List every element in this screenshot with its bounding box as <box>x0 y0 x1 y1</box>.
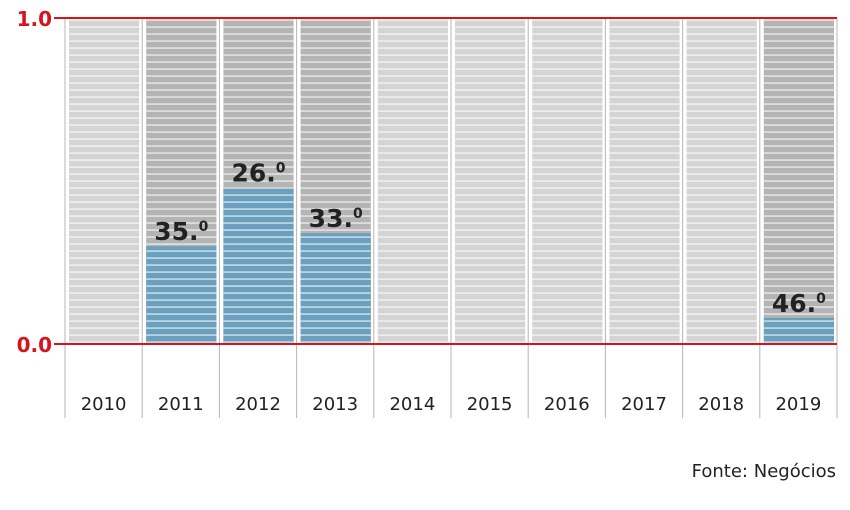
y-tick-label-bottom: 0.0 <box>17 333 52 357</box>
x-tick-label-2010: 2010 <box>81 394 127 415</box>
bar-stripes-2015 <box>455 18 526 344</box>
data-label-2019: 46.0 <box>772 289 826 318</box>
data-label-2013: 33.0 <box>309 204 363 233</box>
bar-stripes-2012 <box>223 18 294 344</box>
bar-stripes-2013 <box>300 18 371 344</box>
x-tick-label-2017: 2017 <box>621 394 667 415</box>
x-tick-label-2013: 2013 <box>312 394 358 415</box>
bar-stripes-2017 <box>609 18 680 344</box>
axis-layer <box>54 17 838 418</box>
bars-layer <box>69 18 834 344</box>
labels-layer: 2010 35.0 2011 26.0 2012 33.0 2013 2014 2015 2016… <box>81 159 826 415</box>
x-tick-label-2019: 2019 <box>775 394 821 415</box>
bar-stripes-2011 <box>146 18 217 344</box>
y-tick-label-top: 1.0 <box>17 7 52 31</box>
x-tick-label-2012: 2012 <box>235 394 281 415</box>
x-tick-label-2015: 2015 <box>467 394 513 415</box>
bar-stripes-2010 <box>69 18 140 344</box>
bar-stripes-2018 <box>686 18 757 344</box>
bar-chart: 1.0 0.0 2010 35.0 2011 26.0 2012 33.0 2013 2014… <box>17 7 838 418</box>
bar-stripes-2014 <box>377 18 448 344</box>
data-label-2012: 26.0 <box>231 159 285 188</box>
data-label-2011: 35.0 <box>154 217 208 246</box>
bar-stripes-2016 <box>532 18 603 344</box>
x-tick-label-2014: 2014 <box>389 394 435 415</box>
bar-stripes-2019 <box>763 18 834 344</box>
x-tick-label-2018: 2018 <box>698 394 744 415</box>
x-tick-label-2016: 2016 <box>544 394 590 415</box>
source-note: Fonte: Negócios <box>691 461 836 482</box>
x-tick-label-2011: 2011 <box>158 394 204 415</box>
